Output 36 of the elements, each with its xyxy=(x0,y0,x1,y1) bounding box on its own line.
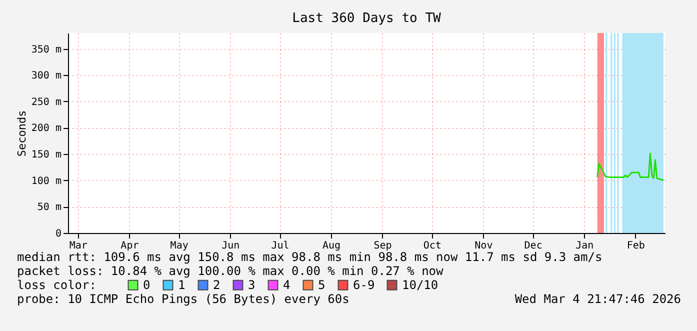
x-tick-label: Dec xyxy=(524,240,542,252)
y-tick-label: 0 xyxy=(55,228,62,240)
legend-label: 10/10 xyxy=(402,278,438,292)
y-tick-label: 100 m xyxy=(31,176,62,187)
x-tick-label: Mar xyxy=(69,240,88,252)
x-tick-label: Nov xyxy=(474,240,493,252)
y-tick-label: 50 m xyxy=(37,202,62,214)
legend-title: loss color: xyxy=(17,278,96,292)
x-tick-label: Sep xyxy=(374,240,392,252)
line-series xyxy=(596,152,664,182)
x-tick-label: Oct xyxy=(423,240,442,252)
x-tick-label: Apr xyxy=(120,240,139,252)
text: packet loss: 10.84 % avg 100.00 % max 0.00 % min 0.27 % now xyxy=(17,264,444,278)
x-tick-label: Aug xyxy=(322,240,341,252)
x-tick-label: May xyxy=(170,240,188,252)
y-tick-label: 150 m xyxy=(31,150,62,161)
x-tick-label: Jun xyxy=(222,240,240,252)
text: Wed Mar 4 21:47:46 2026 xyxy=(514,292,681,306)
x-tick-label: Feb xyxy=(626,240,645,252)
chart-title: Last 360 Days to TW xyxy=(292,11,442,26)
y-axis-title: Seconds xyxy=(15,110,28,157)
y-tick-label: 300 m xyxy=(31,70,62,82)
legend-label: 1 xyxy=(178,278,186,292)
legend-label: 4 xyxy=(283,278,290,292)
x-tick-label: Jul xyxy=(271,240,290,252)
text: median rtt: 109.6 ms avg 150.8 ms max 98.8 ms min 98.8 ms now 11.7 ms sd 9.3 am/s xyxy=(17,250,602,264)
y-tick-label: 350 m xyxy=(31,44,62,56)
legend-label: 5 xyxy=(318,278,326,292)
legend-label: 0 xyxy=(143,278,150,292)
legend-label: 2 xyxy=(213,278,220,292)
y-tick-label: 200 m xyxy=(31,123,62,134)
legend-label: 3 xyxy=(248,278,256,292)
y-tick-label: 250 m xyxy=(31,96,62,108)
x-tick-label: Jan xyxy=(576,240,594,252)
text: probe: 10 ICMP Echo Pings (56 Bytes) every 60s xyxy=(17,292,350,306)
legend-label: 6-9 xyxy=(353,278,375,292)
